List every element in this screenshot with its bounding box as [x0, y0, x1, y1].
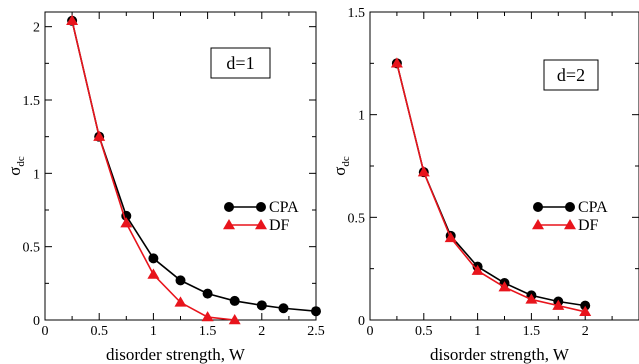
y-tick-label: 0.5	[348, 211, 366, 226]
legend-label: DF	[269, 217, 290, 234]
legend-marker	[223, 219, 235, 230]
data-point-cpa	[148, 253, 159, 264]
annotation-label: d=1	[226, 53, 254, 73]
data-point-df	[417, 166, 430, 177]
y-tick-label: 1.5	[348, 6, 366, 21]
annotation-label: d=2	[557, 65, 585, 85]
x-tick-label: 2.5	[307, 324, 325, 339]
data-point-df	[201, 311, 214, 322]
data-point-df	[444, 231, 457, 243]
data-point-df	[552, 299, 565, 310]
y-axis-symbol: σ	[5, 167, 24, 176]
data-point-cpa	[229, 295, 240, 306]
y-tick-label: 1	[358, 109, 365, 124]
data-point-df	[120, 217, 133, 228]
x-tick-label: 1.5	[199, 324, 217, 339]
legend-label: CPA	[269, 199, 299, 216]
x-tick-label: 1	[474, 324, 481, 339]
x-tick-label: 1.5	[523, 324, 541, 339]
legend-marker	[532, 219, 544, 230]
series-line-df	[396, 63, 586, 313]
legend-marker	[565, 202, 575, 212]
data-point-df	[93, 130, 106, 141]
data-point-cpa	[311, 306, 321, 317]
data-point-df	[579, 305, 592, 316]
data-point-df	[174, 296, 187, 307]
data-point-df	[390, 57, 403, 68]
data-point-cpa	[202, 288, 213, 299]
x-tick-label: 1	[150, 324, 157, 339]
plot-frame	[44, 11, 317, 321]
data-point-df	[66, 14, 79, 25]
legend-marker	[256, 202, 266, 212]
x-tick-label: 0.5	[90, 324, 108, 339]
chart-panel-1: 0 0.5 1 1.5 2 2.5 0 0.5 1 1.5 2 disorder strength, …	[5, 11, 325, 364]
annotation-box	[543, 59, 599, 91]
x-tick-label: 2	[258, 324, 265, 339]
series-line-cpa	[71, 20, 317, 312]
y-tick-label: 0	[33, 314, 40, 329]
data-point-df	[471, 264, 484, 275]
y-axis-subscript: dc	[15, 156, 27, 167]
data-point-df	[147, 268, 160, 279]
y-tick-label: 1.5	[23, 94, 41, 109]
x-axis-title: disorder strength, W	[430, 345, 570, 364]
series-line-cpa	[396, 63, 586, 307]
y-axis-symbol: σ	[330, 167, 349, 176]
x-tick-label: 0.5	[415, 324, 433, 339]
legend-marker	[255, 219, 267, 230]
y-axis-title: σdc	[5, 156, 27, 176]
data-point-df	[525, 293, 538, 304]
legend-marker	[224, 202, 234, 212]
annotation-box	[210, 47, 271, 79]
y-tick-label: 1	[33, 167, 40, 182]
data-point-df	[498, 281, 511, 292]
x-axis-title: disorder strength, W	[106, 345, 246, 364]
chart-panel-2: 0 0.5 1 1.5 2 0 0.5 1 1.5 disorder strength, W σdc…	[330, 6, 639, 364]
data-point-cpa	[580, 300, 591, 311]
y-axis-title: σdc	[330, 156, 352, 176]
y-tick-label: 0.5	[23, 241, 41, 256]
data-point-cpa	[175, 275, 186, 286]
y-tick-label: 2	[33, 21, 40, 36]
x-tick-label: 0	[367, 324, 374, 339]
data-point-cpa	[278, 303, 289, 314]
legend-label: DF	[578, 217, 599, 234]
x-tick-label: 2	[582, 324, 589, 339]
legend-marker	[533, 202, 543, 212]
x-tick-label: 0	[42, 324, 49, 339]
data-point-cpa	[256, 300, 267, 311]
legend-marker	[564, 219, 576, 230]
y-tick-label: 0	[358, 314, 365, 329]
legend-label: CPA	[578, 199, 608, 216]
data-point-df	[228, 314, 241, 325]
plot-frame	[369, 11, 639, 321]
y-axis-subscript: dc	[340, 156, 352, 167]
